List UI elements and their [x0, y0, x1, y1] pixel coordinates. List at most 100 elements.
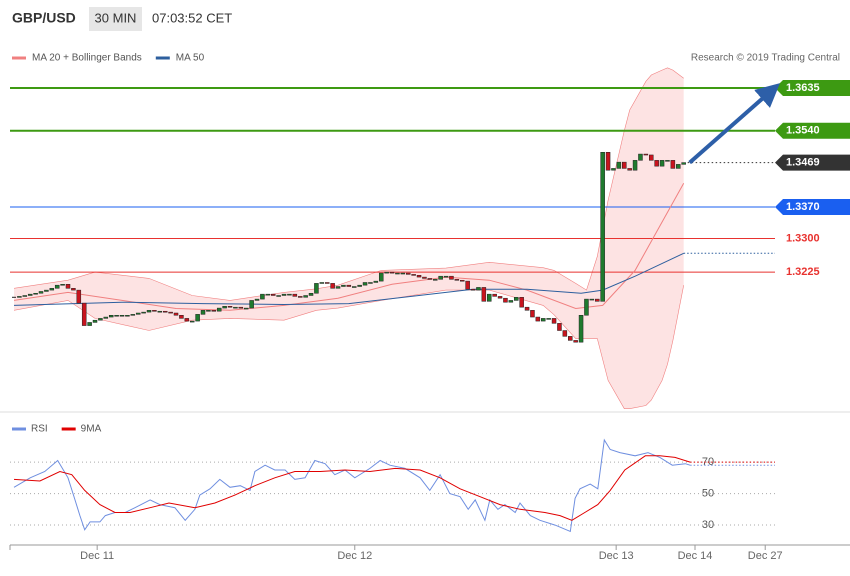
candle: [676, 164, 681, 169]
candle: [492, 293, 497, 297]
candle: [524, 306, 530, 311]
candle: [378, 272, 384, 282]
candle: [211, 310, 217, 312]
candle: [60, 284, 65, 286]
candle: [319, 282, 325, 284]
y-tick-label: 30: [702, 519, 714, 531]
candle: [38, 291, 44, 294]
candle: [357, 284, 362, 287]
target-arrow: [688, 83, 781, 165]
x-tick-label: Dec 12: [337, 550, 372, 562]
candle: [557, 323, 562, 331]
candle: [243, 307, 249, 310]
candle: [530, 310, 535, 318]
legend-label: MA 50: [176, 53, 205, 64]
candle: [130, 314, 136, 316]
candle: [535, 316, 541, 322]
candle: [233, 306, 238, 309]
candle: [670, 160, 676, 169]
candle: [292, 293, 298, 297]
candle: [573, 340, 578, 343]
candle: [405, 272, 411, 275]
candle: [411, 274, 416, 276]
candle: [459, 279, 465, 282]
candle: [605, 152, 611, 171]
ma-line: [13, 252, 684, 306]
candle: [632, 160, 638, 171]
candle: [87, 322, 92, 326]
candle: [643, 153, 649, 156]
candle: [195, 314, 200, 322]
legend-label: RSI: [31, 424, 48, 435]
candle: [481, 287, 487, 302]
candle: [476, 287, 481, 291]
candle: [362, 282, 368, 286]
candle: [486, 293, 492, 302]
candle: [270, 293, 276, 296]
candle: [33, 293, 38, 295]
candle: [281, 293, 287, 296]
candle: [513, 297, 519, 301]
candle: [162, 310, 168, 313]
candle: [422, 276, 427, 279]
level-label: 1.3540: [786, 125, 820, 137]
candle: [454, 279, 460, 281]
candle: [71, 288, 76, 291]
level-label-box: [775, 122, 850, 139]
candle: [427, 278, 433, 280]
candle: [254, 298, 260, 301]
candle: [27, 293, 33, 296]
candle: [108, 315, 114, 318]
candle: [470, 288, 476, 291]
candle: [249, 300, 254, 309]
ma-line: [13, 182, 685, 311]
candle: [227, 306, 233, 308]
candle: [98, 318, 103, 321]
candle: [22, 295, 28, 297]
candle: [551, 318, 557, 324]
candle: [324, 282, 330, 284]
x-tick-label: Dec 27: [748, 550, 783, 562]
level-label-box: [775, 80, 850, 97]
candle: [368, 282, 373, 284]
candle: [297, 296, 303, 298]
candle: [373, 280, 379, 283]
level-label: 1.3469: [786, 156, 820, 168]
candle: [341, 284, 346, 287]
candle: [260, 293, 265, 300]
candle: [216, 307, 222, 312]
candle: [179, 315, 184, 319]
x-tick-label: Dec 11: [80, 550, 114, 562]
candle: [659, 160, 665, 167]
interval-box: [89, 7, 142, 31]
candle: [611, 168, 616, 171]
candle: [616, 161, 622, 169]
x-tick-label: Dec 13: [599, 550, 634, 562]
candle: [330, 283, 335, 289]
candle: [103, 316, 109, 319]
candle: [135, 312, 141, 315]
candle: [157, 310, 163, 313]
level-label-box: [775, 154, 850, 171]
candle: [568, 336, 573, 341]
time: 07:03:52 CET: [152, 10, 232, 25]
legend-label: MA 20 + Bollinger Bands: [32, 53, 142, 64]
candle: [540, 318, 546, 322]
candle: [65, 284, 71, 289]
candle: [649, 154, 654, 161]
x-tick-label: Dec 14: [678, 550, 713, 562]
candle: [335, 286, 341, 289]
candle: [449, 275, 454, 280]
candle: [265, 293, 271, 296]
candle: [654, 160, 659, 167]
candle: [595, 298, 600, 302]
candle: [303, 295, 308, 298]
symbol: GBP/USD: [12, 10, 76, 26]
candle: [503, 297, 508, 303]
candle: [146, 310, 152, 313]
candle: [76, 289, 82, 304]
interval: 30 MIN: [95, 10, 137, 25]
candle: [173, 312, 179, 316]
level-label: 1.3370: [786, 201, 820, 213]
